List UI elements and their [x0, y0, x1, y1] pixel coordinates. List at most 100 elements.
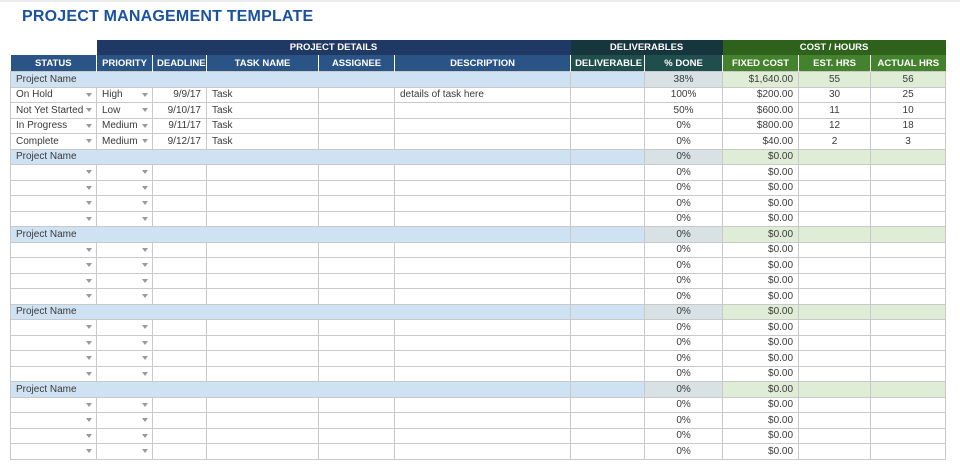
assignee-cell[interactable]: [318, 427, 395, 444]
summary-pct-done-cell[interactable]: 0%: [644, 148, 724, 165]
est_hrs-cell[interactable]: [798, 319, 872, 336]
deadline-cell[interactable]: [152, 365, 207, 382]
pct_done-cell[interactable]: 0%: [644, 365, 724, 382]
task-cell[interactable]: [206, 179, 319, 196]
pct_done-cell[interactable]: 0%: [644, 396, 724, 413]
project-name-cell[interactable]: Project Name: [9, 303, 572, 320]
description-cell[interactable]: details of task here: [393, 86, 572, 103]
summary-deliverable-cell[interactable]: [570, 303, 646, 320]
est_hrs-cell[interactable]: [798, 365, 872, 382]
summary-fixed-cost-cell[interactable]: $0.00: [722, 381, 800, 398]
deadline-cell[interactable]: [152, 179, 207, 196]
fixed_cost-cell[interactable]: $0.00: [722, 319, 800, 336]
project-name-cell[interactable]: Project Name: [9, 381, 572, 398]
est_hrs-cell[interactable]: [798, 334, 872, 351]
deliverable-cell[interactable]: [570, 102, 646, 119]
actual_hrs-cell[interactable]: [870, 164, 947, 181]
assignee-cell[interactable]: [318, 179, 395, 196]
fixed_cost-cell[interactable]: $0.00: [722, 288, 800, 305]
description-cell[interactable]: [393, 102, 572, 119]
priority-cell[interactable]: [96, 195, 153, 212]
deliverable-cell[interactable]: [570, 427, 646, 444]
task-cell[interactable]: [206, 334, 319, 351]
pct_done-cell[interactable]: 0%: [644, 179, 724, 196]
assignee-cell[interactable]: [318, 288, 395, 305]
actual_hrs-cell[interactable]: [870, 334, 947, 351]
task-cell[interactable]: [206, 164, 319, 181]
deadline-cell[interactable]: [152, 272, 207, 289]
pct_done-cell[interactable]: 0%: [644, 195, 724, 212]
priority-cell[interactable]: [96, 179, 153, 196]
deliverable-cell[interactable]: [570, 210, 646, 227]
status-cell[interactable]: [10, 195, 97, 212]
actual_hrs-cell[interactable]: [870, 365, 947, 382]
deliverable-cell[interactable]: [570, 272, 646, 289]
assignee-cell[interactable]: [318, 319, 395, 336]
priority-cell[interactable]: Medium: [96, 133, 153, 150]
project-name-cell[interactable]: Project Name: [9, 148, 572, 165]
summary-actual-hrs-cell[interactable]: [870, 226, 947, 243]
status-cell[interactable]: [10, 257, 97, 274]
task-cell[interactable]: [206, 257, 319, 274]
deadline-cell[interactable]: 9/11/17: [152, 117, 207, 134]
est_hrs-cell[interactable]: [798, 257, 872, 274]
description-cell[interactable]: [393, 443, 572, 460]
status-cell[interactable]: [10, 288, 97, 305]
deadline-cell[interactable]: [152, 288, 207, 305]
deliverable-cell[interactable]: [570, 365, 646, 382]
description-cell[interactable]: [393, 272, 572, 289]
priority-cell[interactable]: [96, 443, 153, 460]
pct_done-cell[interactable]: 0%: [644, 427, 724, 444]
assignee-cell[interactable]: [318, 334, 395, 351]
summary-pct-done-cell[interactable]: 0%: [644, 303, 724, 320]
est_hrs-cell[interactable]: [798, 396, 872, 413]
deliverable-cell[interactable]: [570, 257, 646, 274]
est_hrs-cell[interactable]: [798, 350, 872, 367]
summary-est-hrs-cell[interactable]: [798, 148, 872, 165]
description-cell[interactable]: [393, 334, 572, 351]
summary-deliverable-cell[interactable]: [570, 71, 646, 88]
task-cell[interactable]: Task: [206, 86, 319, 103]
deadline-cell[interactable]: [152, 396, 207, 413]
description-cell[interactable]: [393, 427, 572, 444]
description-cell[interactable]: [393, 288, 572, 305]
deliverable-cell[interactable]: [570, 195, 646, 212]
description-cell[interactable]: [393, 319, 572, 336]
fixed_cost-cell[interactable]: $0.00: [722, 241, 800, 258]
actual_hrs-cell[interactable]: [870, 443, 947, 460]
task-cell[interactable]: [206, 195, 319, 212]
task-cell[interactable]: [206, 412, 319, 429]
summary-actual-hrs-cell[interactable]: 56: [870, 71, 947, 88]
est_hrs-cell[interactable]: 12: [798, 117, 872, 134]
deadline-cell[interactable]: [152, 427, 207, 444]
est_hrs-cell[interactable]: [798, 412, 872, 429]
assignee-cell[interactable]: [318, 365, 395, 382]
assignee-cell[interactable]: [318, 210, 395, 227]
summary-est-hrs-cell[interactable]: [798, 303, 872, 320]
task-cell[interactable]: [206, 272, 319, 289]
summary-pct-done-cell[interactable]: 0%: [644, 226, 724, 243]
deadline-cell[interactable]: 9/10/17: [152, 102, 207, 119]
deadline-cell[interactable]: [152, 195, 207, 212]
summary-actual-hrs-cell[interactable]: [870, 148, 947, 165]
assignee-cell[interactable]: [318, 164, 395, 181]
fixed_cost-cell[interactable]: $40.00: [722, 133, 800, 150]
summary-actual-hrs-cell[interactable]: [870, 381, 947, 398]
description-cell[interactable]: [393, 179, 572, 196]
fixed_cost-cell[interactable]: $0.00: [722, 350, 800, 367]
fixed_cost-cell[interactable]: $0.00: [722, 195, 800, 212]
priority-cell[interactable]: [96, 365, 153, 382]
est_hrs-cell[interactable]: 2: [798, 133, 872, 150]
description-cell[interactable]: [393, 257, 572, 274]
actual_hrs-cell[interactable]: 10: [870, 102, 947, 119]
est_hrs-cell[interactable]: 11: [798, 102, 872, 119]
task-cell[interactable]: Task: [206, 117, 319, 134]
assignee-cell[interactable]: [318, 443, 395, 460]
fixed_cost-cell[interactable]: $0.00: [722, 334, 800, 351]
status-cell[interactable]: On Hold: [10, 86, 97, 103]
deadline-cell[interactable]: [152, 257, 207, 274]
summary-fixed-cost-cell[interactable]: $1,640.00: [722, 71, 800, 88]
status-cell[interactable]: [10, 210, 97, 227]
est_hrs-cell[interactable]: [798, 195, 872, 212]
assignee-cell[interactable]: [318, 272, 395, 289]
